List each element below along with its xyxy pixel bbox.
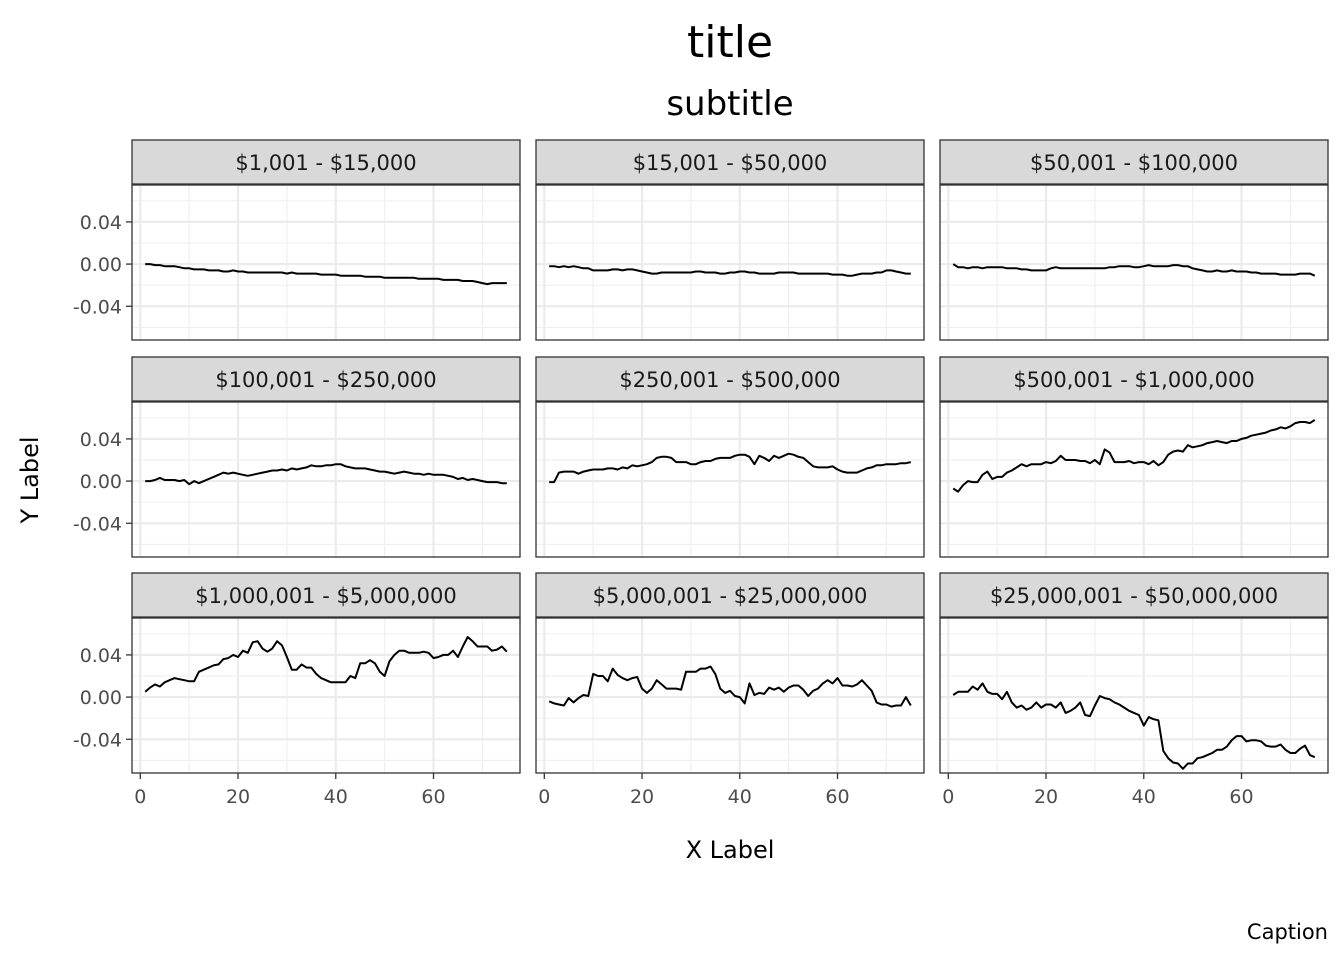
- panel-border: [131, 401, 521, 558]
- facet-strip: [535, 139, 925, 185]
- series-line: [145, 263, 507, 286]
- facet-strip: [131, 356, 521, 402]
- series-line: [145, 463, 507, 486]
- facet-strip: [939, 572, 1329, 618]
- facet-strip: [939, 356, 1329, 402]
- facet-panel: $100,001 - $250,000 0.04 0.00 -0.04: [73, 356, 521, 558]
- x-tick-label: 40: [1132, 786, 1156, 808]
- x-tick-label: 40: [728, 786, 752, 808]
- facet-panel: $1,000,001 - $5,000,000 0.04 0.00 -0.04 0 20 4…: [73, 572, 521, 808]
- series-line: [144, 636, 508, 693]
- panel-border: [939, 184, 1329, 341]
- facet-panel: $250,001 - $500,000: [535, 356, 925, 558]
- facet-strip-label: $1,000,001 - $5,000,000: [195, 584, 456, 608]
- x-tick-label: 20: [226, 786, 250, 808]
- x-tick-label: 0: [942, 786, 954, 808]
- facet-strip-label: $100,001 - $250,000: [215, 368, 436, 392]
- x-tick-label: 40: [324, 786, 348, 808]
- chart-caption: Caption: [1247, 920, 1328, 944]
- panel-border: [939, 617, 1329, 774]
- facet-grid: $1,001 - $15,000 0.04 0.00 -0.04 $15,001 - $…: [73, 139, 1329, 808]
- series-line: [952, 419, 1316, 493]
- panel-background: [940, 402, 1328, 557]
- facet-panel: $5,000,001 - $25,000,000 0 20 40 60: [535, 572, 925, 808]
- facet-strip-label: $25,000,001 - $50,000,000: [990, 584, 1278, 608]
- y-tick-label: -0.04: [73, 513, 122, 535]
- panel-background: [132, 185, 520, 340]
- facet-strip: [535, 356, 925, 402]
- series-line: [952, 263, 1316, 277]
- facet-strip-label: $250,001 - $500,000: [619, 368, 840, 392]
- y-tick-label: 0.04: [80, 212, 122, 234]
- y-tick-label: 0.04: [80, 429, 122, 451]
- facet-panel: $15,001 - $50,000: [535, 139, 925, 341]
- facet-panel: $25,000,001 - $50,000,000 0 20 40 60: [939, 572, 1329, 808]
- y-axis-title: Y Label: [16, 436, 44, 524]
- chart-title: title: [687, 17, 773, 68]
- panel-background: [940, 185, 1328, 340]
- facet-strip: [131, 572, 521, 618]
- x-axis-title: X Label: [686, 836, 775, 864]
- panel-background: [536, 185, 924, 340]
- x-tick-label: 0: [134, 786, 146, 808]
- facet-strip-label: $5,000,001 - $25,000,000: [593, 584, 868, 608]
- y-tick-label: -0.04: [73, 296, 122, 318]
- facet-strip-label: $50,001 - $100,000: [1030, 151, 1238, 175]
- panel-background: [132, 402, 520, 557]
- x-tick-label: 60: [421, 786, 445, 808]
- facet-panel: $1,001 - $15,000 0.04 0.00 -0.04: [73, 139, 521, 341]
- facet-strip-label: $500,001 - $1,000,000: [1013, 368, 1254, 392]
- panel-background: [536, 618, 924, 773]
- chart-subtitle: subtitle: [666, 84, 793, 124]
- y-tick-label: -0.04: [73, 729, 122, 751]
- x-tick-label: 0: [538, 786, 550, 808]
- y-tick-label: 0.00: [80, 687, 122, 709]
- x-tick-label: 20: [630, 786, 654, 808]
- panel-border: [535, 617, 925, 774]
- panel-background: [132, 618, 520, 773]
- facet-panel: $50,001 - $100,000: [939, 139, 1329, 341]
- facet-strip: [131, 139, 521, 185]
- series-line: [952, 682, 1316, 770]
- y-tick-label: 0.00: [80, 471, 122, 493]
- panel-border: [535, 184, 925, 341]
- series-line: [549, 265, 911, 277]
- panel-border: [535, 401, 925, 558]
- x-tick-label: 60: [825, 786, 849, 808]
- y-tick-label: 0.04: [80, 645, 122, 667]
- facet-strip: [535, 572, 925, 618]
- panel-border: [939, 401, 1329, 558]
- x-tick-label: 20: [1034, 786, 1058, 808]
- y-tick-label: 0.00: [80, 254, 122, 276]
- facet-strip-label: $15,001 - $50,000: [633, 151, 828, 175]
- x-tick-label: 60: [1229, 786, 1253, 808]
- panel-background: [536, 402, 924, 557]
- panel-border: [131, 184, 521, 341]
- series-line: [549, 452, 912, 484]
- facet-strip-label: $1,001 - $15,000: [235, 151, 416, 175]
- facet-panel: $500,001 - $1,000,000: [939, 356, 1329, 558]
- panel-border: [131, 617, 521, 774]
- series-line: [548, 665, 912, 708]
- facet-strip: [939, 139, 1329, 185]
